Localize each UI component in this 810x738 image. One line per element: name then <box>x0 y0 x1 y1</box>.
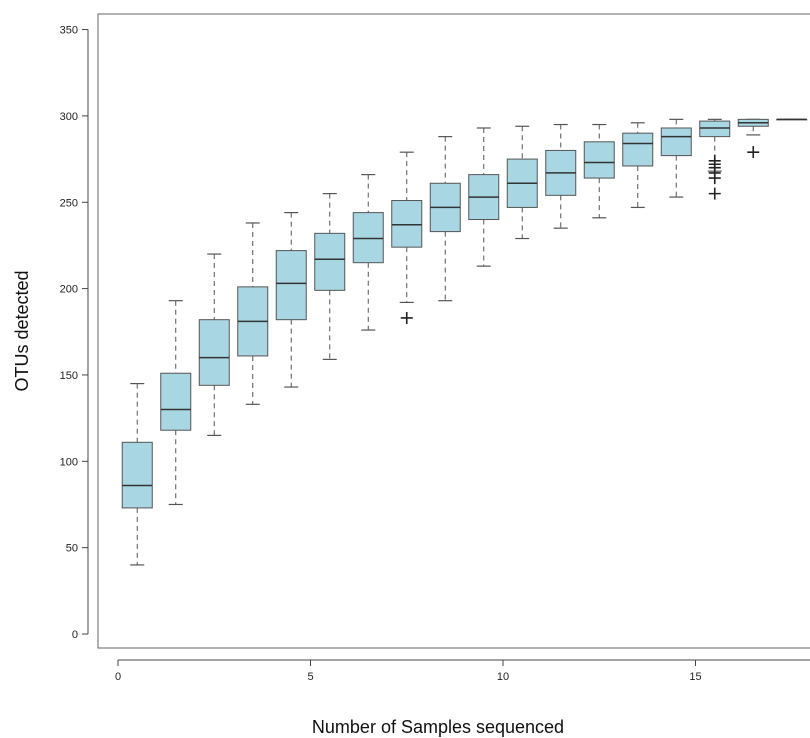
y-tick-label: 300 <box>60 111 78 123</box>
box-3 <box>198 253 230 436</box>
box-16 <box>699 118 731 200</box>
x-tick-label: 5 <box>307 671 313 683</box>
y-tick-label: 250 <box>60 197 78 209</box>
box-17 <box>737 118 769 159</box>
box-9 <box>429 136 461 302</box>
box-14 <box>622 122 654 209</box>
iqr-box <box>583 141 615 179</box>
box-12 <box>545 123 577 229</box>
box-series <box>121 118 808 566</box>
iqr-box <box>622 132 654 167</box>
x-tick-label: 0 <box>115 671 121 683</box>
iqr-box <box>121 441 153 509</box>
iqr-box <box>660 127 692 157</box>
y-tick-label: 100 <box>60 456 78 468</box>
plot-frame <box>97 13 810 649</box>
box-7 <box>352 174 384 331</box>
iqr-box <box>352 212 384 264</box>
iqr-box <box>160 372 192 431</box>
iqr-box <box>391 200 423 248</box>
x-tick-label: 15 <box>689 671 701 683</box>
outlier-point <box>400 311 413 324</box>
y-tick-label: 200 <box>60 284 78 296</box>
box-4 <box>237 222 269 405</box>
y-tick-label: 50 <box>66 543 78 555</box>
x-axis: 0 5 10 15 <box>115 659 810 683</box>
box-8 <box>391 151 423 324</box>
iqr-box <box>699 120 731 138</box>
y-tick-label: 150 <box>60 370 78 382</box>
iqr-box <box>314 232 346 291</box>
iqr-box <box>198 319 230 386</box>
y-tick-label: 350 <box>60 25 78 37</box>
box-5 <box>275 212 307 388</box>
outlier-point <box>708 154 721 167</box>
box-6 <box>314 193 346 361</box>
box-15 <box>660 118 692 198</box>
x-tick-label: 10 <box>497 671 509 683</box>
y-tick-label: 0 <box>72 629 78 641</box>
y-axis-label: OTUs detected <box>12 270 32 391</box>
box-1 <box>121 382 153 566</box>
y-axis: 0 50 100 150 200 250 300 350 <box>60 25 89 641</box>
box-2 <box>160 300 192 506</box>
box-13 <box>583 123 615 219</box>
outlier-point <box>747 146 760 159</box>
box-18 <box>776 118 808 121</box>
iqr-box <box>275 250 307 321</box>
box-11 <box>506 125 538 240</box>
x-axis-label: Number of Samples sequenced <box>312 717 564 737</box>
box-10 <box>468 127 500 267</box>
outlier-point <box>708 187 721 200</box>
